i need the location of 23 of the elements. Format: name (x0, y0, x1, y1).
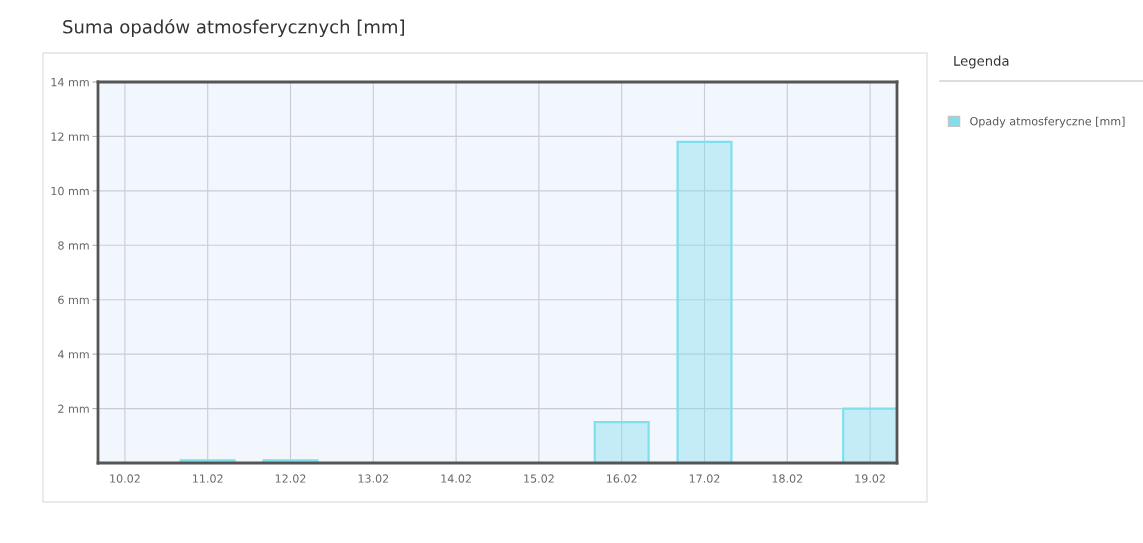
bar (842, 407, 897, 463)
y-tick-label: 10 mm (51, 186, 89, 196)
x-tick-label: 12.02 (275, 474, 306, 483)
x-tick-label: 14.02 (441, 474, 471, 483)
y-tick-label: 8 mm (58, 241, 89, 250)
y-tick-label: 14 mm (51, 78, 89, 87)
chart-title: Suma opadów atmosferycznych [mm] (63, 18, 404, 38)
x-tick-label: 10.02 (110, 474, 140, 483)
x-tick-label: 11.02 (193, 474, 223, 483)
x-tick-label: 17.02 (689, 474, 720, 483)
x-tick-label: 13.02 (358, 474, 389, 483)
y-tick-label: 2 mm (58, 404, 89, 413)
y-tick-label: 4 mm (57, 350, 89, 359)
x-tick-label: 19.02 (855, 474, 885, 483)
y-tick-label: 6 mm (58, 295, 89, 305)
bar (593, 421, 650, 463)
y-tick-label: 12 mm (51, 132, 89, 141)
legend-title: Legenda (954, 55, 1009, 69)
legend-label: Opady atmosferyczne [mm] (970, 116, 1125, 128)
x-tick-label: 16.02 (607, 474, 637, 483)
x-tick-label: 15.02 (524, 474, 554, 483)
bar (676, 140, 733, 463)
x-tick-label: 18.02 (772, 474, 803, 483)
